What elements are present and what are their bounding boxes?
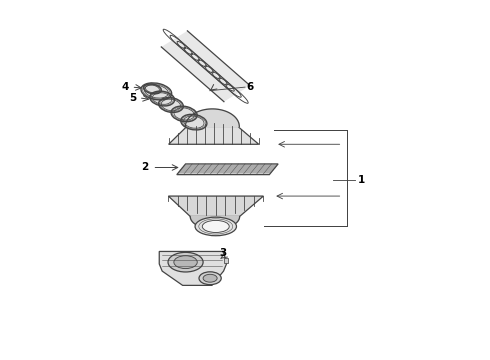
- Bar: [223, 257, 228, 263]
- Text: 6: 6: [246, 82, 253, 92]
- Ellipse shape: [174, 256, 197, 269]
- Ellipse shape: [159, 98, 183, 112]
- Text: 4: 4: [122, 82, 129, 92]
- Polygon shape: [169, 127, 259, 144]
- Ellipse shape: [195, 217, 237, 236]
- Text: 1: 1: [358, 175, 366, 185]
- Polygon shape: [185, 109, 239, 127]
- Polygon shape: [177, 164, 278, 175]
- Polygon shape: [161, 31, 250, 102]
- Text: 2: 2: [142, 162, 149, 172]
- Ellipse shape: [203, 274, 217, 282]
- Polygon shape: [190, 216, 240, 229]
- Ellipse shape: [171, 106, 197, 122]
- Polygon shape: [159, 251, 226, 285]
- Ellipse shape: [141, 83, 171, 100]
- Ellipse shape: [144, 84, 161, 94]
- Ellipse shape: [199, 272, 221, 285]
- Ellipse shape: [202, 220, 229, 233]
- Ellipse shape: [150, 91, 174, 106]
- Ellipse shape: [168, 252, 203, 272]
- Text: 5: 5: [129, 93, 137, 103]
- Ellipse shape: [181, 114, 207, 130]
- Text: 3: 3: [220, 248, 227, 258]
- Polygon shape: [169, 196, 264, 216]
